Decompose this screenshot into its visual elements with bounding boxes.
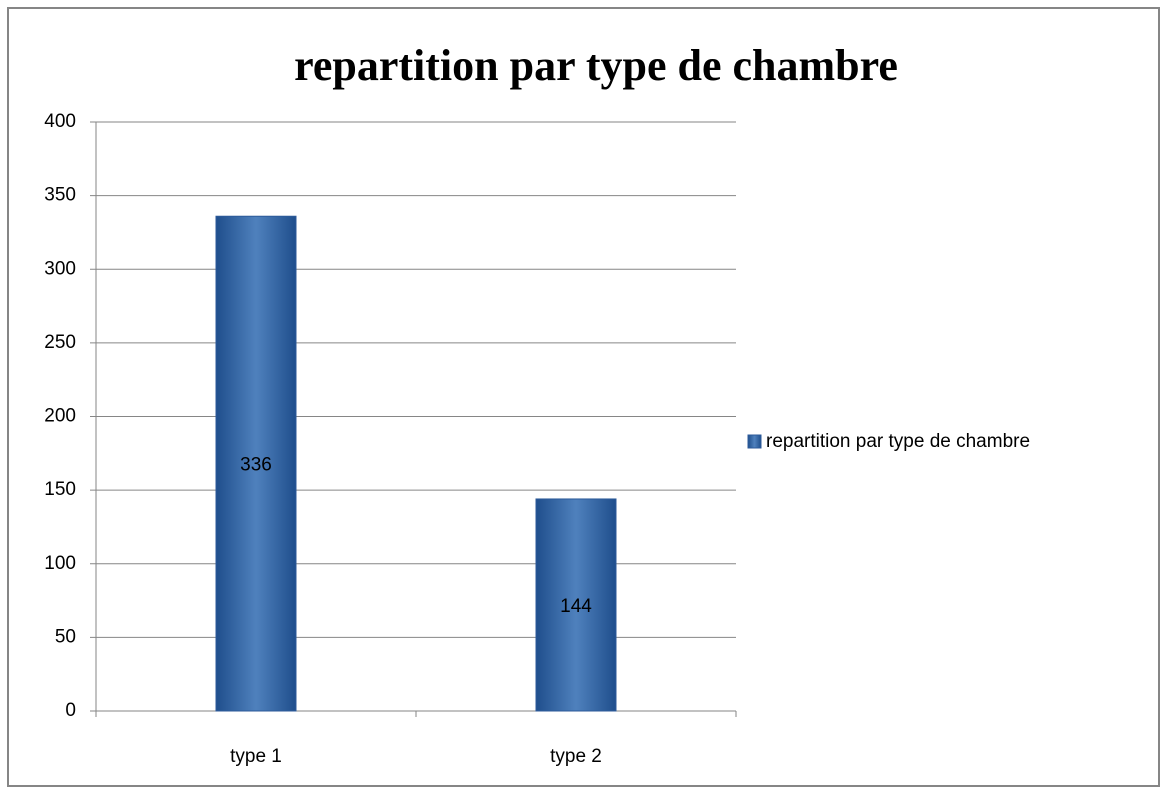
y-tick-label: 100 [44, 553, 76, 574]
y-tick-label: 0 [65, 700, 76, 721]
y-tick-label: 50 [55, 626, 76, 647]
x-tick-label: type 1 [230, 746, 282, 767]
y-tick-label: 200 [44, 406, 76, 427]
data-label: 144 [560, 596, 592, 617]
y-tick-label: 300 [44, 258, 76, 279]
y-tick-label: 400 [44, 111, 76, 132]
data-label: 336 [240, 455, 272, 476]
x-tick-label: type 2 [550, 746, 602, 767]
y-tick-label: 150 [44, 479, 76, 500]
y-tick-label: 250 [44, 332, 76, 353]
legend-marker [747, 434, 762, 449]
bar [535, 498, 617, 712]
chart-title: repartition par type de chambre [294, 41, 898, 90]
y-tick-label: 350 [44, 185, 76, 206]
legend-label: repartition par type de chambre [766, 431, 1030, 452]
bar [215, 215, 297, 712]
